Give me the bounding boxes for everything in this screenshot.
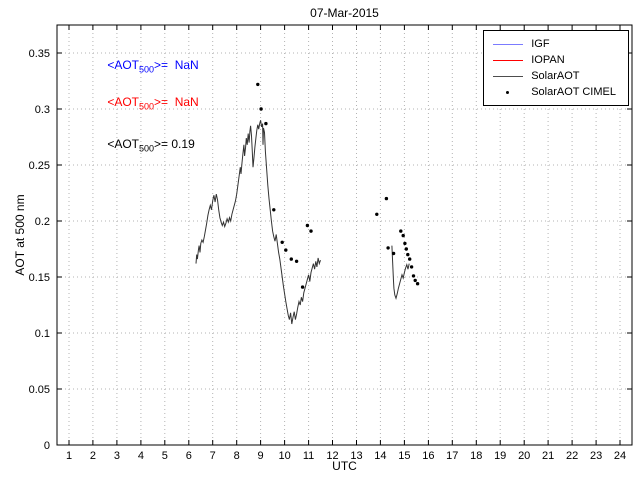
- legend-marker-swatch-solaraot-cimel: [493, 84, 523, 100]
- annotation-text: <AOT: [107, 95, 139, 110]
- svg-text:16: 16: [422, 450, 434, 462]
- legend-entry-iopan: IOPAN: [493, 52, 616, 68]
- y-axis-label: AOT at 500 nm: [13, 194, 27, 276]
- annotation-solaraot-mean: <AOT500>= 0.19: [107, 137, 194, 153]
- svg-text:19: 19: [494, 450, 506, 462]
- legend-line-swatch-solaraot: [493, 75, 524, 77]
- svg-text:22: 22: [566, 450, 578, 462]
- svg-text:1: 1: [66, 450, 72, 462]
- legend-entry-igf: IGF: [493, 36, 616, 52]
- legend-entry-solaraot-cimel: SolarAOT CIMEL: [493, 84, 616, 100]
- svg-text:21: 21: [542, 450, 554, 462]
- legend-label-solaraot-cimel: SolarAOT CIMEL: [531, 86, 616, 98]
- legend-label-solaraot: SolarAOT: [531, 70, 580, 82]
- annotation-igf-mean: <AOT500>= NaN: [107, 58, 198, 74]
- svg-text:0.15: 0.15: [29, 272, 50, 284]
- svg-text:0.1: 0.1: [35, 328, 50, 340]
- legend-entry-solaraot: SolarAOT: [493, 68, 616, 84]
- svg-text:11: 11: [303, 450, 314, 462]
- x-axis-label: UTC: [332, 459, 357, 473]
- svg-text:0.2: 0.2: [35, 216, 50, 228]
- svg-text:0.35: 0.35: [29, 48, 50, 60]
- svg-text:0.05: 0.05: [29, 384, 50, 396]
- svg-text:0.25: 0.25: [29, 160, 50, 172]
- svg-text:10: 10: [278, 450, 290, 462]
- legend-line-swatch-igf: [493, 43, 524, 45]
- annotation-subscript: 500: [139, 143, 155, 154]
- svg-text:7: 7: [210, 450, 216, 462]
- svg-text:6: 6: [186, 450, 192, 462]
- svg-text:12: 12: [326, 450, 338, 462]
- svg-text:15: 15: [398, 450, 410, 462]
- svg-text:20: 20: [518, 450, 530, 462]
- annotation-text: >= NaN: [154, 95, 199, 110]
- svg-text:0.3: 0.3: [35, 104, 50, 116]
- svg-text:23: 23: [590, 450, 602, 462]
- annotation-subscript: 500: [139, 64, 155, 75]
- annotation-text: <AOT: [107, 58, 139, 73]
- svg-text:9: 9: [258, 450, 264, 462]
- svg-text:5: 5: [162, 450, 168, 462]
- annotation-text: >= NaN: [154, 58, 199, 73]
- annotation-text: >= 0.19: [154, 136, 195, 151]
- annotation-text: <AOT: [107, 136, 139, 151]
- svg-text:17: 17: [446, 450, 458, 462]
- svg-text:24: 24: [614, 450, 626, 462]
- legend-label-igf: IGF: [531, 38, 550, 50]
- svg-text:18: 18: [470, 450, 482, 462]
- svg-text:14: 14: [374, 450, 386, 462]
- annotation-iopan-mean: <AOT500>= NaN: [107, 95, 198, 111]
- legend-label-iopan: IOPAN: [531, 54, 565, 66]
- svg-text:3: 3: [114, 450, 120, 462]
- svg-text:13: 13: [350, 450, 362, 462]
- chart-title: 07-Mar-2015: [310, 6, 379, 20]
- legend-line-swatch-iopan: [493, 59, 524, 61]
- svg-text:4: 4: [138, 450, 144, 462]
- svg-text:2: 2: [90, 450, 96, 462]
- legend: IGF IOPAN SolarAOT SolarAOT CIMEL: [483, 30, 629, 106]
- svg-text:0: 0: [44, 440, 50, 452]
- annotation-subscript: 500: [139, 101, 155, 112]
- svg-text:8: 8: [234, 450, 240, 462]
